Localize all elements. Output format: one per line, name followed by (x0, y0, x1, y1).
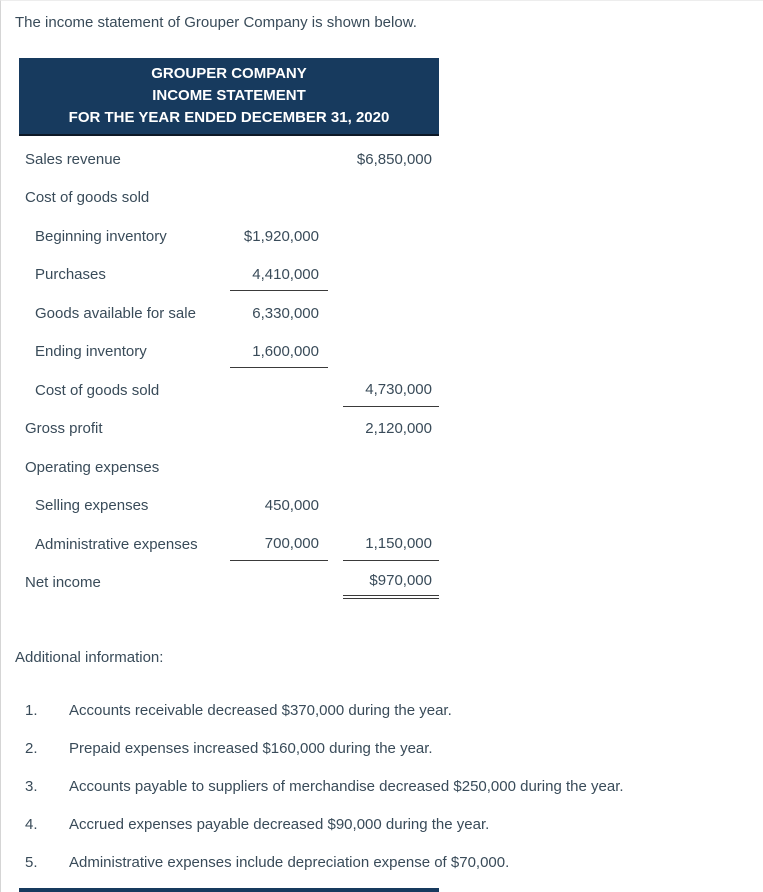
amount-mid: 4,410,000 (230, 258, 328, 292)
amount-mid: 6,330,000 (252, 304, 319, 322)
amount-mid: 1,600,000 (230, 335, 328, 369)
amount-right: 1,150,000 (343, 528, 439, 561)
table-row: Operating expenses (19, 448, 439, 487)
table-row: Gross profit 2,120,000 (19, 410, 439, 449)
row-label: Sales revenue (25, 150, 121, 168)
row-label: Goods available for sale (35, 304, 196, 322)
list-item-text: Accrued expenses payable decreased $90,0… (69, 815, 490, 833)
next-statement-header-cutoff (19, 888, 439, 892)
amount-mid: $1,920,000 (243, 227, 319, 245)
amount-right (343, 220, 439, 253)
amount-right: $6,850,000 (356, 150, 432, 168)
amount-mid: 450,000 (264, 497, 319, 515)
amount-mid: 700,000 (230, 528, 328, 561)
table-row: Administrative expenses 700,000 1,150,00… (19, 525, 439, 564)
table-row: Cost of goods sold (19, 179, 439, 218)
amount-mid (230, 181, 328, 214)
table-row: Selling expenses 450,000 (19, 487, 439, 526)
statement-header: GROUPER COMPANY INCOME STATEMENT FOR THE… (19, 58, 439, 136)
amount-mid (230, 143, 328, 176)
row-label: Selling expenses (35, 497, 149, 515)
row-label: Ending inventory (35, 343, 147, 361)
list-item: 2. Prepaid expenses increased $160,000 d… (19, 729, 759, 767)
amount-mid (230, 412, 328, 445)
statement-period: FOR THE YEAR ENDED DECEMBER 31, 2020 (68, 109, 390, 126)
table-row: Net income $970,000 (19, 564, 439, 603)
additional-info-heading: Additional information: (15, 649, 164, 666)
additional-info-list: 1. Accounts receivable decreased $370,00… (19, 691, 759, 881)
amount-right (343, 258, 439, 291)
amount-right (343, 451, 439, 484)
table-row: Cost of goods sold 4,730,000 (19, 371, 439, 410)
list-item-number: 5. (25, 853, 38, 871)
row-label: Cost of goods sold (35, 381, 160, 399)
table-row: Beginning inventory $1,920,000 (19, 217, 439, 256)
amount-right (343, 489, 439, 522)
intro-text: The income statement of Grouper Company … (15, 14, 417, 31)
amount-mid (230, 566, 328, 599)
list-item-number: 3. (25, 777, 38, 795)
table-row: Sales revenue $6,850,000 (19, 140, 439, 179)
income-statement: Sales revenue $6,850,000 Cost of goods s… (19, 140, 439, 602)
amount-right (343, 181, 439, 214)
list-item-number: 4. (25, 815, 38, 833)
amount-right (343, 297, 439, 330)
amount-right (343, 335, 439, 368)
list-item: 5. Administrative expenses include depre… (19, 843, 759, 881)
list-item: 1. Accounts receivable decreased $370,00… (19, 691, 759, 729)
amount-mid (230, 451, 328, 484)
list-item-text: Prepaid expenses increased $160,000 duri… (69, 739, 433, 757)
company-name: GROUPER COMPANY (151, 65, 307, 82)
row-label: Operating expenses (25, 458, 160, 476)
row-label: Beginning inventory (35, 227, 167, 245)
amount-mid (230, 374, 328, 407)
amount-right: 2,120,000 (365, 420, 432, 438)
row-label: Purchases (35, 266, 106, 284)
row-label: Administrative expenses (35, 535, 198, 553)
table-row: Goods available for sale 6,330,000 (19, 294, 439, 333)
list-item: 3. Accounts payable to suppliers of merc… (19, 767, 759, 805)
statement-title: INCOME STATEMENT (152, 87, 306, 104)
list-item-text: Administrative expenses include deprecia… (69, 853, 510, 871)
list-item-number: 2. (25, 739, 38, 757)
table-row: Purchases 4,410,000 (19, 256, 439, 295)
amount-right: 4,730,000 (343, 374, 439, 407)
list-item-number: 1. (25, 701, 38, 719)
list-item-text: Accounts receivable decreased $370,000 d… (69, 701, 452, 719)
row-label: Net income (25, 574, 101, 592)
list-item-text: Accounts payable to suppliers of merchan… (69, 777, 624, 795)
list-item: 4. Accrued expenses payable decreased $9… (19, 805, 759, 843)
row-label: Cost of goods sold (25, 189, 150, 207)
table-row: Ending inventory 1,600,000 (19, 333, 439, 372)
amount-right: $970,000 (343, 566, 439, 600)
row-label: Gross profit (25, 420, 103, 438)
